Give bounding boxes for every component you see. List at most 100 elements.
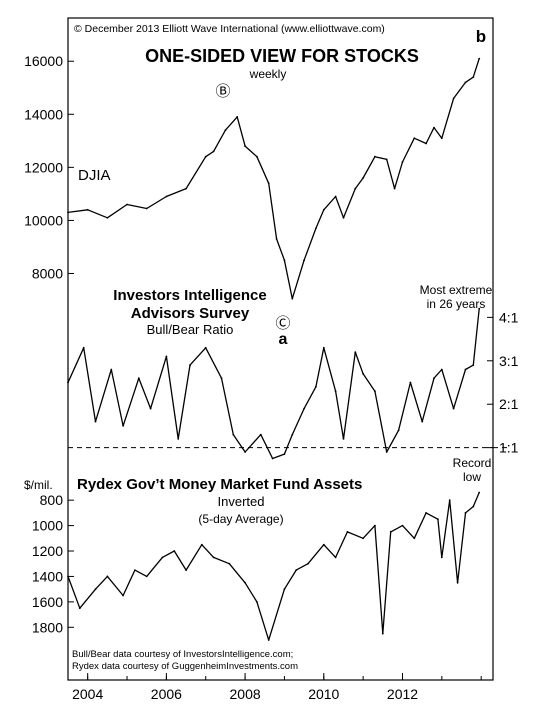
data-point — [267, 639, 270, 641]
plot-frame — [67, 17, 494, 681]
data-point — [464, 368, 467, 371]
data-point — [94, 420, 97, 423]
y-tick-label: 1:1 — [499, 440, 519, 456]
data-point — [94, 588, 97, 591]
y-tick-label: 1000 — [32, 518, 63, 534]
data-point — [440, 556, 443, 559]
data-point — [354, 187, 357, 190]
data-point — [189, 364, 191, 366]
data-point — [374, 524, 376, 527]
data-point — [413, 537, 416, 540]
djia-label: DJIA — [78, 167, 111, 184]
y-tick-label: 1200 — [32, 543, 63, 559]
record-low-line2: low — [463, 470, 481, 484]
x-tick-label: 2012 — [387, 686, 418, 702]
data-point — [478, 307, 481, 310]
x-tick-label: 2004 — [72, 686, 103, 702]
data-point — [244, 145, 247, 148]
data-point — [291, 433, 294, 436]
data-point — [452, 407, 455, 410]
data-point — [212, 556, 215, 559]
chart-subtitle: weekly — [249, 67, 287, 81]
data-point — [259, 433, 262, 436]
data-point — [303, 259, 305, 262]
data-point — [452, 97, 455, 100]
data-point — [354, 351, 357, 353]
data-point — [433, 126, 435, 129]
data-point — [374, 155, 376, 158]
data-point — [472, 364, 475, 366]
rydex-panel-subtitle2: (5-day Average) — [198, 512, 283, 526]
y-tick-label: 12000 — [24, 159, 63, 175]
data-point — [322, 543, 325, 546]
x-tick-label: 2008 — [230, 686, 261, 702]
y-tick-label: 1600 — [32, 594, 63, 610]
data-point — [134, 569, 136, 571]
data-point — [283, 259, 286, 262]
data-point — [303, 407, 305, 410]
data-point — [177, 438, 180, 440]
data-point — [346, 531, 349, 533]
most-extreme-line2: in 26 years — [427, 297, 486, 311]
data-point — [244, 451, 247, 453]
data-point — [145, 575, 148, 578]
data-point — [244, 581, 247, 584]
data-point — [149, 407, 152, 410]
data-point — [322, 208, 325, 211]
data-point — [334, 195, 337, 198]
footnote-line1: Bull/Bear data courtesy of InvestorsInte… — [72, 649, 293, 660]
data-point — [161, 556, 164, 559]
data-point — [126, 203, 128, 206]
data-point — [283, 453, 286, 455]
data-point — [228, 562, 231, 565]
data-point — [275, 238, 278, 240]
data-point — [448, 499, 451, 502]
data-point — [440, 137, 443, 140]
data-point — [478, 57, 481, 60]
data-point — [401, 524, 404, 527]
ii-panel-subtitle: Bull/Bear Ratio — [147, 322, 234, 337]
data-point — [137, 377, 140, 380]
data-point — [212, 150, 215, 153]
data-point — [256, 155, 258, 158]
data-point — [409, 381, 412, 384]
data-point — [220, 377, 223, 380]
data-point — [425, 142, 427, 145]
data-point — [397, 429, 400, 432]
data-point — [362, 372, 364, 375]
series-line — [67, 492, 480, 641]
data-point — [425, 512, 427, 514]
rydex-panel-subtitle: Inverted — [218, 494, 265, 509]
data-point — [110, 368, 113, 371]
data-point — [145, 207, 148, 210]
data-point — [464, 81, 467, 84]
data-point — [122, 594, 124, 597]
data-point — [393, 187, 396, 190]
data-point — [413, 137, 416, 140]
ii-panel-title-line1: Investors Intelligence — [113, 287, 266, 304]
data-point — [334, 390, 337, 393]
data-point — [456, 581, 459, 584]
data-point — [185, 187, 188, 190]
wave-c-circled-label: Ⓒ — [275, 315, 290, 332]
data-point — [82, 346, 85, 349]
data-point — [472, 76, 475, 78]
most-extreme-line1: Most extreme — [420, 283, 493, 297]
data-point — [342, 438, 345, 440]
data-point — [385, 158, 388, 161]
data-point — [106, 216, 109, 219]
data-point — [385, 451, 388, 453]
data-point — [307, 562, 309, 565]
data-point — [200, 543, 203, 546]
data-point — [362, 537, 364, 540]
series-layer — [67, 57, 481, 641]
data-point — [267, 182, 270, 185]
data-point — [165, 195, 168, 198]
data-point — [122, 425, 124, 427]
y-tick-label: 14000 — [24, 106, 63, 122]
x-tick-label: 2006 — [151, 686, 182, 702]
data-point — [362, 177, 364, 179]
wave-a-label: a — [279, 331, 288, 348]
data-point — [291, 297, 294, 300]
